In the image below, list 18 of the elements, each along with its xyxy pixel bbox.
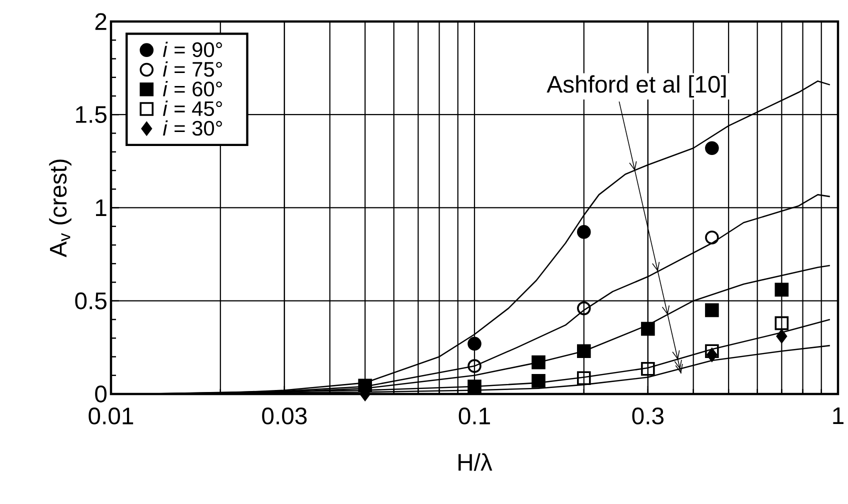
legend-label: i = 75°	[162, 61, 222, 77]
x-tick-label: 0.1	[458, 408, 490, 424]
annotation: Ashford et al [10]	[546, 75, 726, 98]
legend-label: i = 30°	[162, 120, 222, 136]
x-tick-label: 1	[833, 408, 844, 424]
legend-label: i = 60°	[162, 81, 222, 96]
y-tick-label: 0	[95, 386, 107, 402]
y-axis-title: A$_{v}$ (crest)	[49, 160, 72, 258]
y-tick-label: 1.5	[76, 106, 106, 123]
x-tick-label: 0.3	[632, 408, 664, 424]
x-axis-title: H/λ	[458, 453, 492, 471]
x-tick-label: 0.03	[262, 408, 307, 424]
legend-label: i = 45°	[162, 100, 222, 116]
y-tick-label: 0.5	[75, 292, 106, 310]
x-tick-label: 0.01	[88, 408, 134, 424]
legend-label: i = 90°	[162, 42, 222, 58]
y-tick-label: 2	[95, 13, 106, 30]
y-tick-label: 1	[96, 200, 106, 216]
